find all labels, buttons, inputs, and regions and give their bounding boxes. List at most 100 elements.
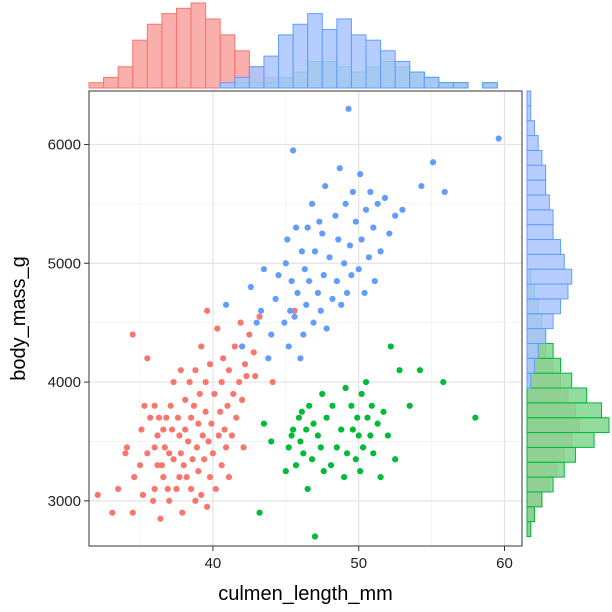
x-tick-label: 50 [350, 555, 367, 572]
data-point [374, 420, 381, 427]
top-histogram-bar [380, 50, 396, 89]
data-point [346, 242, 354, 249]
data-point [358, 236, 365, 243]
data-point [94, 491, 101, 499]
y-axis: 3000 4000 5000 6000 [48, 136, 89, 510]
top-histogram-bar [248, 66, 265, 89]
data-point [177, 450, 184, 457]
data-point [260, 420, 268, 427]
data-point [384, 432, 391, 439]
data-point [295, 414, 303, 421]
top-histogram-bar [482, 82, 498, 89]
data-point [392, 456, 399, 463]
data-point [241, 361, 249, 368]
data-point [129, 331, 136, 338]
data-point [288, 432, 295, 439]
data-point [230, 390, 237, 398]
data-point [357, 171, 364, 178]
data-point [189, 456, 196, 463]
right-histogram-bar [526, 387, 588, 404]
data-point [195, 420, 202, 427]
top-histogram-bar [409, 71, 425, 89]
data-point [338, 426, 345, 433]
right-histogram-bar [526, 417, 610, 434]
top-histogram-bar [146, 23, 163, 89]
data-point [316, 218, 323, 225]
marginal-histogram-right [526, 90, 610, 537]
data-point [214, 325, 221, 332]
data-point [440, 378, 447, 386]
data-point [387, 343, 394, 350]
data-point [237, 319, 244, 326]
x-axis: 40 50 60 [205, 546, 513, 572]
data-point [294, 289, 301, 297]
right-histogram-bar [526, 476, 554, 493]
data-point [170, 378, 177, 386]
data-point [290, 147, 297, 154]
data-point [221, 426, 228, 433]
data-point [333, 444, 340, 451]
data-point [319, 390, 326, 398]
data-point [151, 485, 158, 493]
right-histogram-bar [526, 461, 565, 478]
top-histogram-bar [205, 18, 221, 89]
data-point [304, 224, 311, 231]
top-histogram-bar [307, 13, 323, 89]
data-point [243, 373, 250, 380]
top-histogram-bar [175, 7, 192, 89]
right-histogram-bar [526, 298, 562, 315]
data-point [217, 408, 224, 415]
data-point [167, 402, 174, 409]
data-point [275, 272, 282, 279]
top-histogram-bar [365, 39, 382, 89]
data-point [231, 343, 238, 350]
data-point [292, 462, 300, 469]
data-point [343, 450, 351, 457]
data-point [163, 414, 170, 421]
right-histogram-bar [526, 372, 573, 389]
data-point [166, 497, 173, 504]
right-histogram-bar [526, 521, 532, 537]
data-point [365, 254, 373, 261]
data-point [352, 218, 359, 225]
data-point [396, 367, 403, 374]
top-histogram-bar [438, 82, 454, 89]
data-point [141, 402, 148, 409]
right-histogram-bar [526, 491, 543, 508]
y-tick-label: 6000 [48, 136, 81, 153]
data-point [222, 301, 230, 308]
data-point [354, 414, 361, 421]
data-point [225, 473, 233, 481]
data-point [228, 432, 235, 439]
data-point [222, 444, 230, 451]
data-point [195, 468, 202, 475]
data-point [359, 444, 367, 451]
top-histogram-bar [292, 23, 309, 89]
right-histogram-bar [526, 253, 565, 270]
right-histogram-bar [526, 179, 547, 196]
data-point [176, 473, 183, 481]
data-point [158, 462, 165, 469]
data-point [298, 408, 305, 415]
top-histogram-bar [394, 60, 411, 89]
data-point [256, 313, 263, 320]
data-point [355, 266, 362, 273]
data-point [176, 432, 183, 439]
data-point [203, 307, 211, 314]
data-point [368, 402, 375, 409]
data-point [198, 343, 205, 350]
data-point [306, 402, 313, 409]
data-point [109, 509, 116, 516]
data-point [495, 135, 502, 142]
data-point [336, 165, 343, 172]
data-point [320, 468, 327, 475]
data-point [157, 515, 164, 522]
data-point [144, 450, 151, 457]
data-point [285, 444, 292, 451]
data-point [370, 224, 377, 231]
data-point [212, 485, 219, 493]
data-point [196, 390, 203, 398]
top-histogram-bar [88, 82, 105, 89]
data-point [250, 349, 257, 356]
